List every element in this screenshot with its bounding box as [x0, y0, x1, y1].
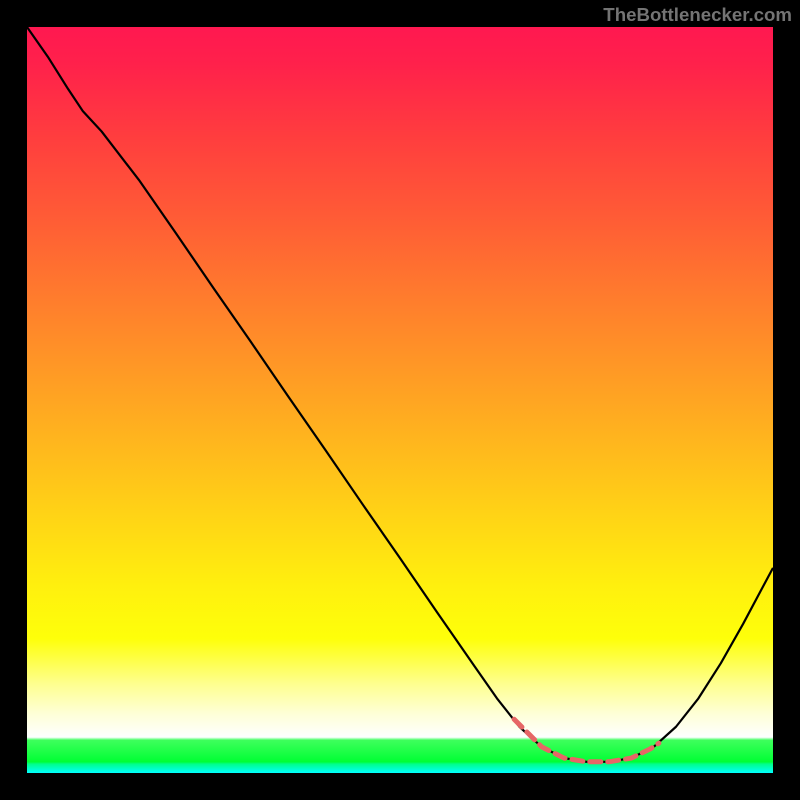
watermark-text: TheBottlenecker.com — [603, 4, 792, 26]
plot-area — [27, 27, 773, 773]
chart-container: TheBottlenecker.com — [0, 0, 800, 800]
